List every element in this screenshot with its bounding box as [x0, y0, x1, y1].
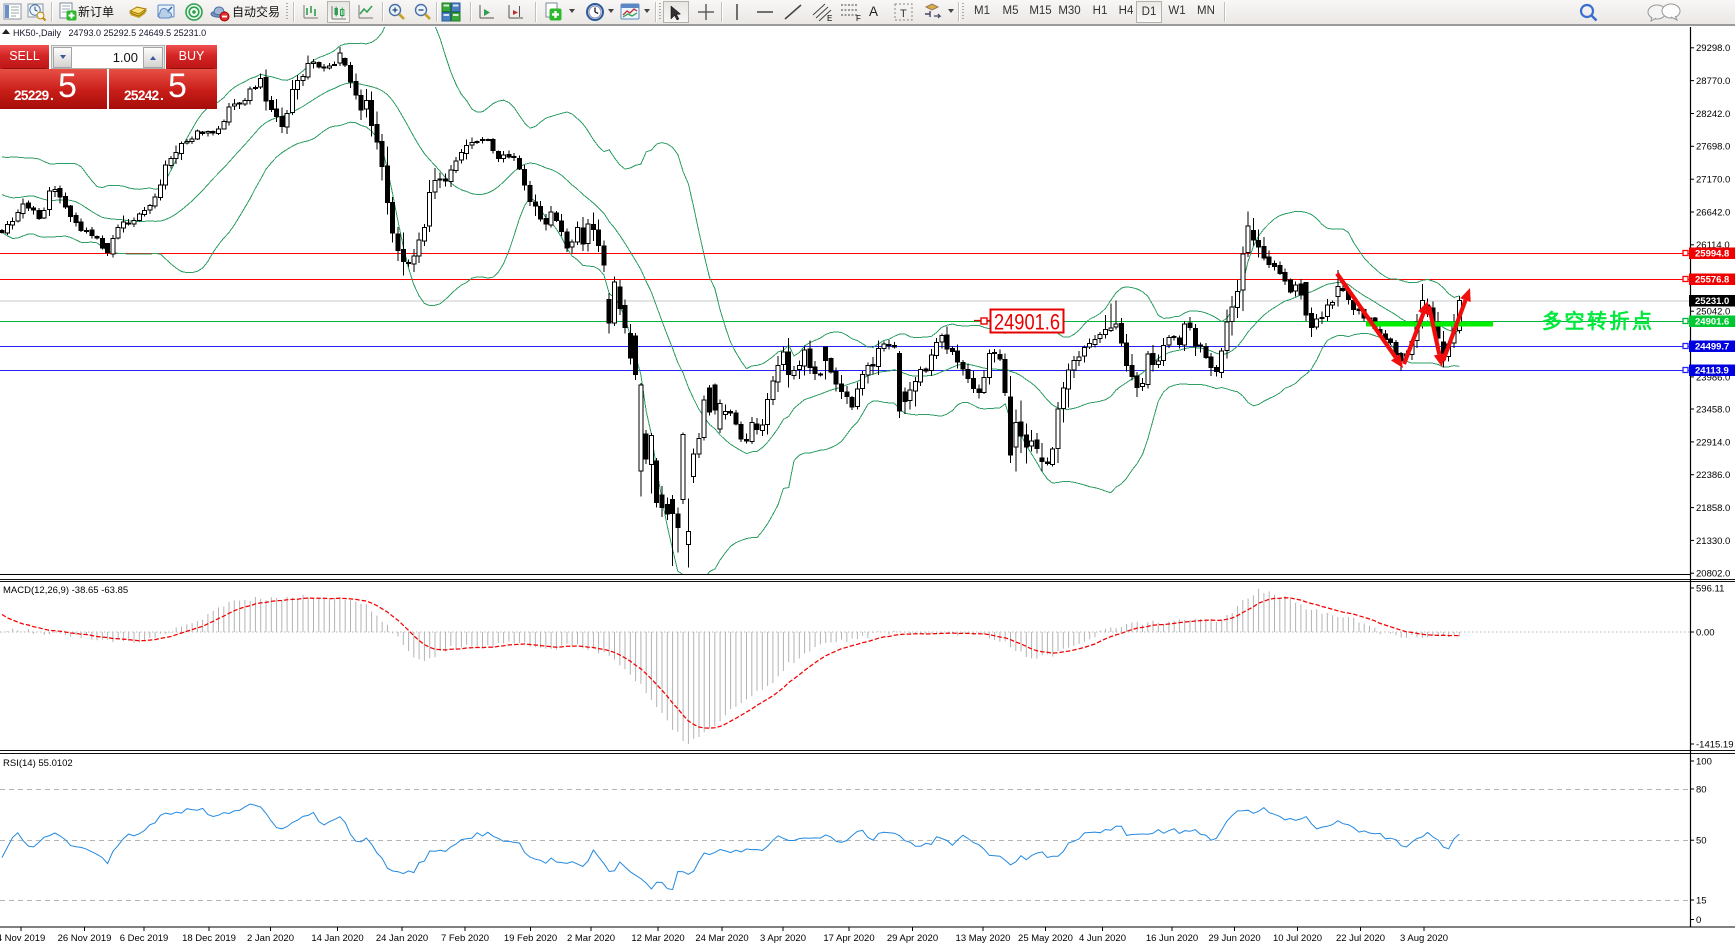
svg-text:2 Jan 2020: 2 Jan 2020 — [247, 933, 294, 944]
svg-text:18 Dec 2019: 18 Dec 2019 — [182, 933, 236, 944]
svg-text:0: 0 — [1696, 915, 1701, 926]
svg-text:2 Mar 2020: 2 Mar 2020 — [567, 933, 615, 944]
svg-text:24901.6: 24901.6 — [994, 310, 1060, 335]
svg-text:21858.0: 21858.0 — [1696, 503, 1730, 514]
svg-text:19 Feb 2020: 19 Feb 2020 — [504, 933, 557, 944]
svg-text:17 Apr 2020: 17 Apr 2020 — [823, 933, 874, 944]
svg-text:22386.0: 22386.0 — [1696, 470, 1730, 481]
svg-text:28770.0: 28770.0 — [1696, 76, 1730, 87]
svg-text:28242.0: 28242.0 — [1696, 109, 1730, 120]
svg-text:80: 80 — [1696, 784, 1707, 795]
svg-text:4 Jun 2020: 4 Jun 2020 — [1079, 933, 1126, 944]
svg-text:20802.0: 20802.0 — [1696, 569, 1730, 580]
svg-text:596.11: 596.11 — [1696, 583, 1724, 594]
svg-text:24 Jan 2020: 24 Jan 2020 — [376, 933, 428, 944]
svg-text:26642.0: 26642.0 — [1696, 207, 1730, 218]
svg-text:29 Jun 2020: 29 Jun 2020 — [1208, 933, 1260, 944]
svg-text:24901.6: 24901.6 — [1695, 317, 1729, 328]
svg-text:23458.0: 23458.0 — [1696, 404, 1730, 415]
svg-text:26 Nov 2019: 26 Nov 2019 — [58, 933, 112, 944]
svg-text:24499.7: 24499.7 — [1695, 342, 1729, 353]
svg-text:25994.8: 25994.8 — [1695, 249, 1729, 260]
svg-text:7 Feb 2020: 7 Feb 2020 — [441, 933, 489, 944]
svg-text:23986.0: 23986.0 — [1696, 372, 1730, 383]
svg-text:3 Aug 2020: 3 Aug 2020 — [1400, 933, 1448, 944]
svg-text:13 May 2020: 13 May 2020 — [956, 933, 1011, 944]
svg-text:RSI(14) 55.0102: RSI(14) 55.0102 — [3, 758, 73, 769]
svg-text:0.00: 0.00 — [1696, 627, 1715, 638]
svg-text:25231.0: 25231.0 — [1695, 296, 1729, 307]
svg-text:MACD(12,26,9) -38.65 -63.85: MACD(12,26,9) -38.65 -63.85 — [3, 585, 128, 596]
svg-text:F: F — [856, 14, 861, 23]
svg-text:T: T — [900, 8, 907, 20]
svg-text:24 Mar 2020: 24 Mar 2020 — [695, 933, 748, 944]
svg-text:22914.0: 22914.0 — [1696, 437, 1730, 448]
svg-text:6 Dec 2019: 6 Dec 2019 — [120, 933, 169, 944]
svg-text:29 Apr 2020: 29 Apr 2020 — [887, 933, 938, 944]
svg-text:3 Apr 2020: 3 Apr 2020 — [760, 933, 806, 944]
svg-text:27698.0: 27698.0 — [1696, 142, 1730, 153]
svg-text:22 Jul 2020: 22 Jul 2020 — [1336, 933, 1385, 944]
svg-text:15: 15 — [1696, 895, 1707, 906]
svg-text:21330.0: 21330.0 — [1696, 536, 1730, 547]
svg-text:4 Nov 2019: 4 Nov 2019 — [0, 933, 45, 944]
svg-text:50: 50 — [1696, 836, 1707, 847]
svg-text:16 Jun 2020: 16 Jun 2020 — [1146, 933, 1198, 944]
svg-text:25042.0: 25042.0 — [1696, 307, 1730, 318]
svg-text:24113.9: 24113.9 — [1695, 366, 1729, 377]
svg-text:25576.8: 25576.8 — [1695, 275, 1729, 286]
svg-text:29298.0: 29298.0 — [1696, 43, 1730, 54]
svg-text:12 Mar 2020: 12 Mar 2020 — [631, 933, 684, 944]
svg-text:25 May 2020: 25 May 2020 — [1018, 933, 1073, 944]
svg-text:26114.0: 26114.0 — [1696, 240, 1730, 251]
svg-text:27170.0: 27170.0 — [1696, 175, 1730, 186]
svg-text:多空转折点: 多空转折点 — [1542, 309, 1655, 333]
svg-text:E: E — [827, 14, 832, 23]
svg-text:100: 100 — [1696, 756, 1712, 767]
svg-text:-1415.19: -1415.19 — [1696, 739, 1734, 750]
svg-text:14 Jan 2020: 14 Jan 2020 — [311, 933, 363, 944]
svg-text:10 Jul 2020: 10 Jul 2020 — [1273, 933, 1322, 944]
